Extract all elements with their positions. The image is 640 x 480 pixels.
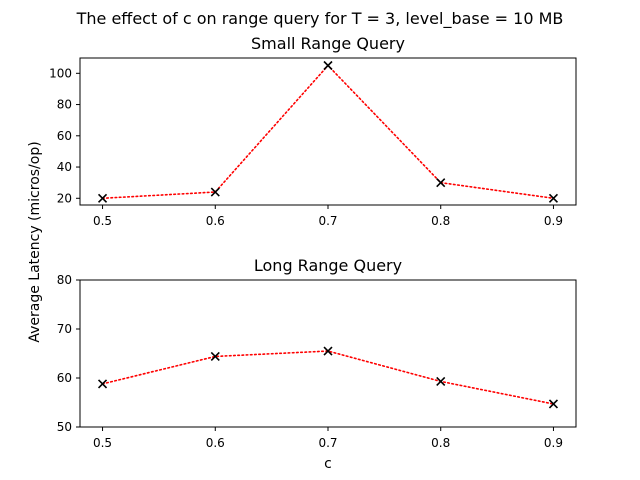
x-tick-label: 0.8 — [431, 214, 450, 228]
subplot-title: Small Range Query — [251, 34, 405, 53]
marker-stroke — [97, 193, 108, 203]
subplot-title: Long Range Query — [254, 256, 402, 275]
marker-stroke — [323, 60, 333, 71]
subplots: Small Range Query 0.5 0.6 0.7 0.8 0.9 20 40 60 80… — [49, 34, 577, 472]
data-point-marker — [436, 376, 446, 386]
marker-stroke — [548, 193, 559, 203]
x-tick-label: 0.6 — [206, 436, 225, 450]
x-tick-label: 0.7 — [318, 436, 337, 450]
data-point-marker — [210, 187, 220, 197]
y-tick-label: 80 — [57, 98, 72, 112]
x-tick-label: 0.7 — [318, 214, 337, 228]
subplot-1: Small Range Query 0.5 0.6 0.7 0.8 0.9 20 40 60 80… — [49, 34, 577, 228]
figure-suptitle: The effect of c on range query for T = 3… — [76, 9, 564, 29]
y-tick-label: 80 — [57, 273, 72, 287]
marker-stroke — [548, 399, 559, 409]
marker-stroke — [436, 178, 446, 188]
y-tick-label: 100 — [49, 66, 72, 80]
y-tick-label: 60 — [57, 371, 72, 385]
data-point-marker — [97, 379, 108, 389]
x-tick-label: 0.6 — [206, 214, 225, 228]
data-point-marker — [548, 193, 559, 203]
data-point-marker — [548, 399, 559, 409]
x-axis-label: c — [324, 456, 332, 472]
y-tick-label: 50 — [57, 420, 72, 434]
marker-stroke — [210, 187, 220, 197]
data-point-marker — [436, 178, 446, 188]
x-tick-label: 0.8 — [431, 436, 450, 450]
y-tick-label: 60 — [57, 129, 72, 143]
data-point-marker — [210, 351, 220, 362]
x-tick-label: 0.9 — [544, 214, 563, 228]
data-point-marker — [323, 346, 333, 356]
x-tick-label: 0.5 — [93, 436, 112, 450]
data-point-marker — [323, 60, 333, 71]
y-tick-label: 70 — [57, 322, 72, 336]
x-tick-label: 0.5 — [93, 214, 112, 228]
marker-stroke — [436, 376, 446, 386]
marker-stroke — [97, 379, 108, 389]
data-point-marker — [97, 193, 108, 203]
marker-stroke — [323, 346, 333, 356]
x-tick-label: 0.9 — [544, 436, 563, 450]
shared-y-axis-label: Average Latency (micros/op) — [27, 141, 43, 342]
marker-stroke — [210, 351, 220, 362]
y-tick-label: 40 — [57, 160, 72, 174]
y-tick-label: 20 — [57, 191, 72, 205]
subplot-2: Long Range Query 0.5 0.6 0.7 0.8 0.9 50 60 70 80 c — [57, 256, 577, 472]
